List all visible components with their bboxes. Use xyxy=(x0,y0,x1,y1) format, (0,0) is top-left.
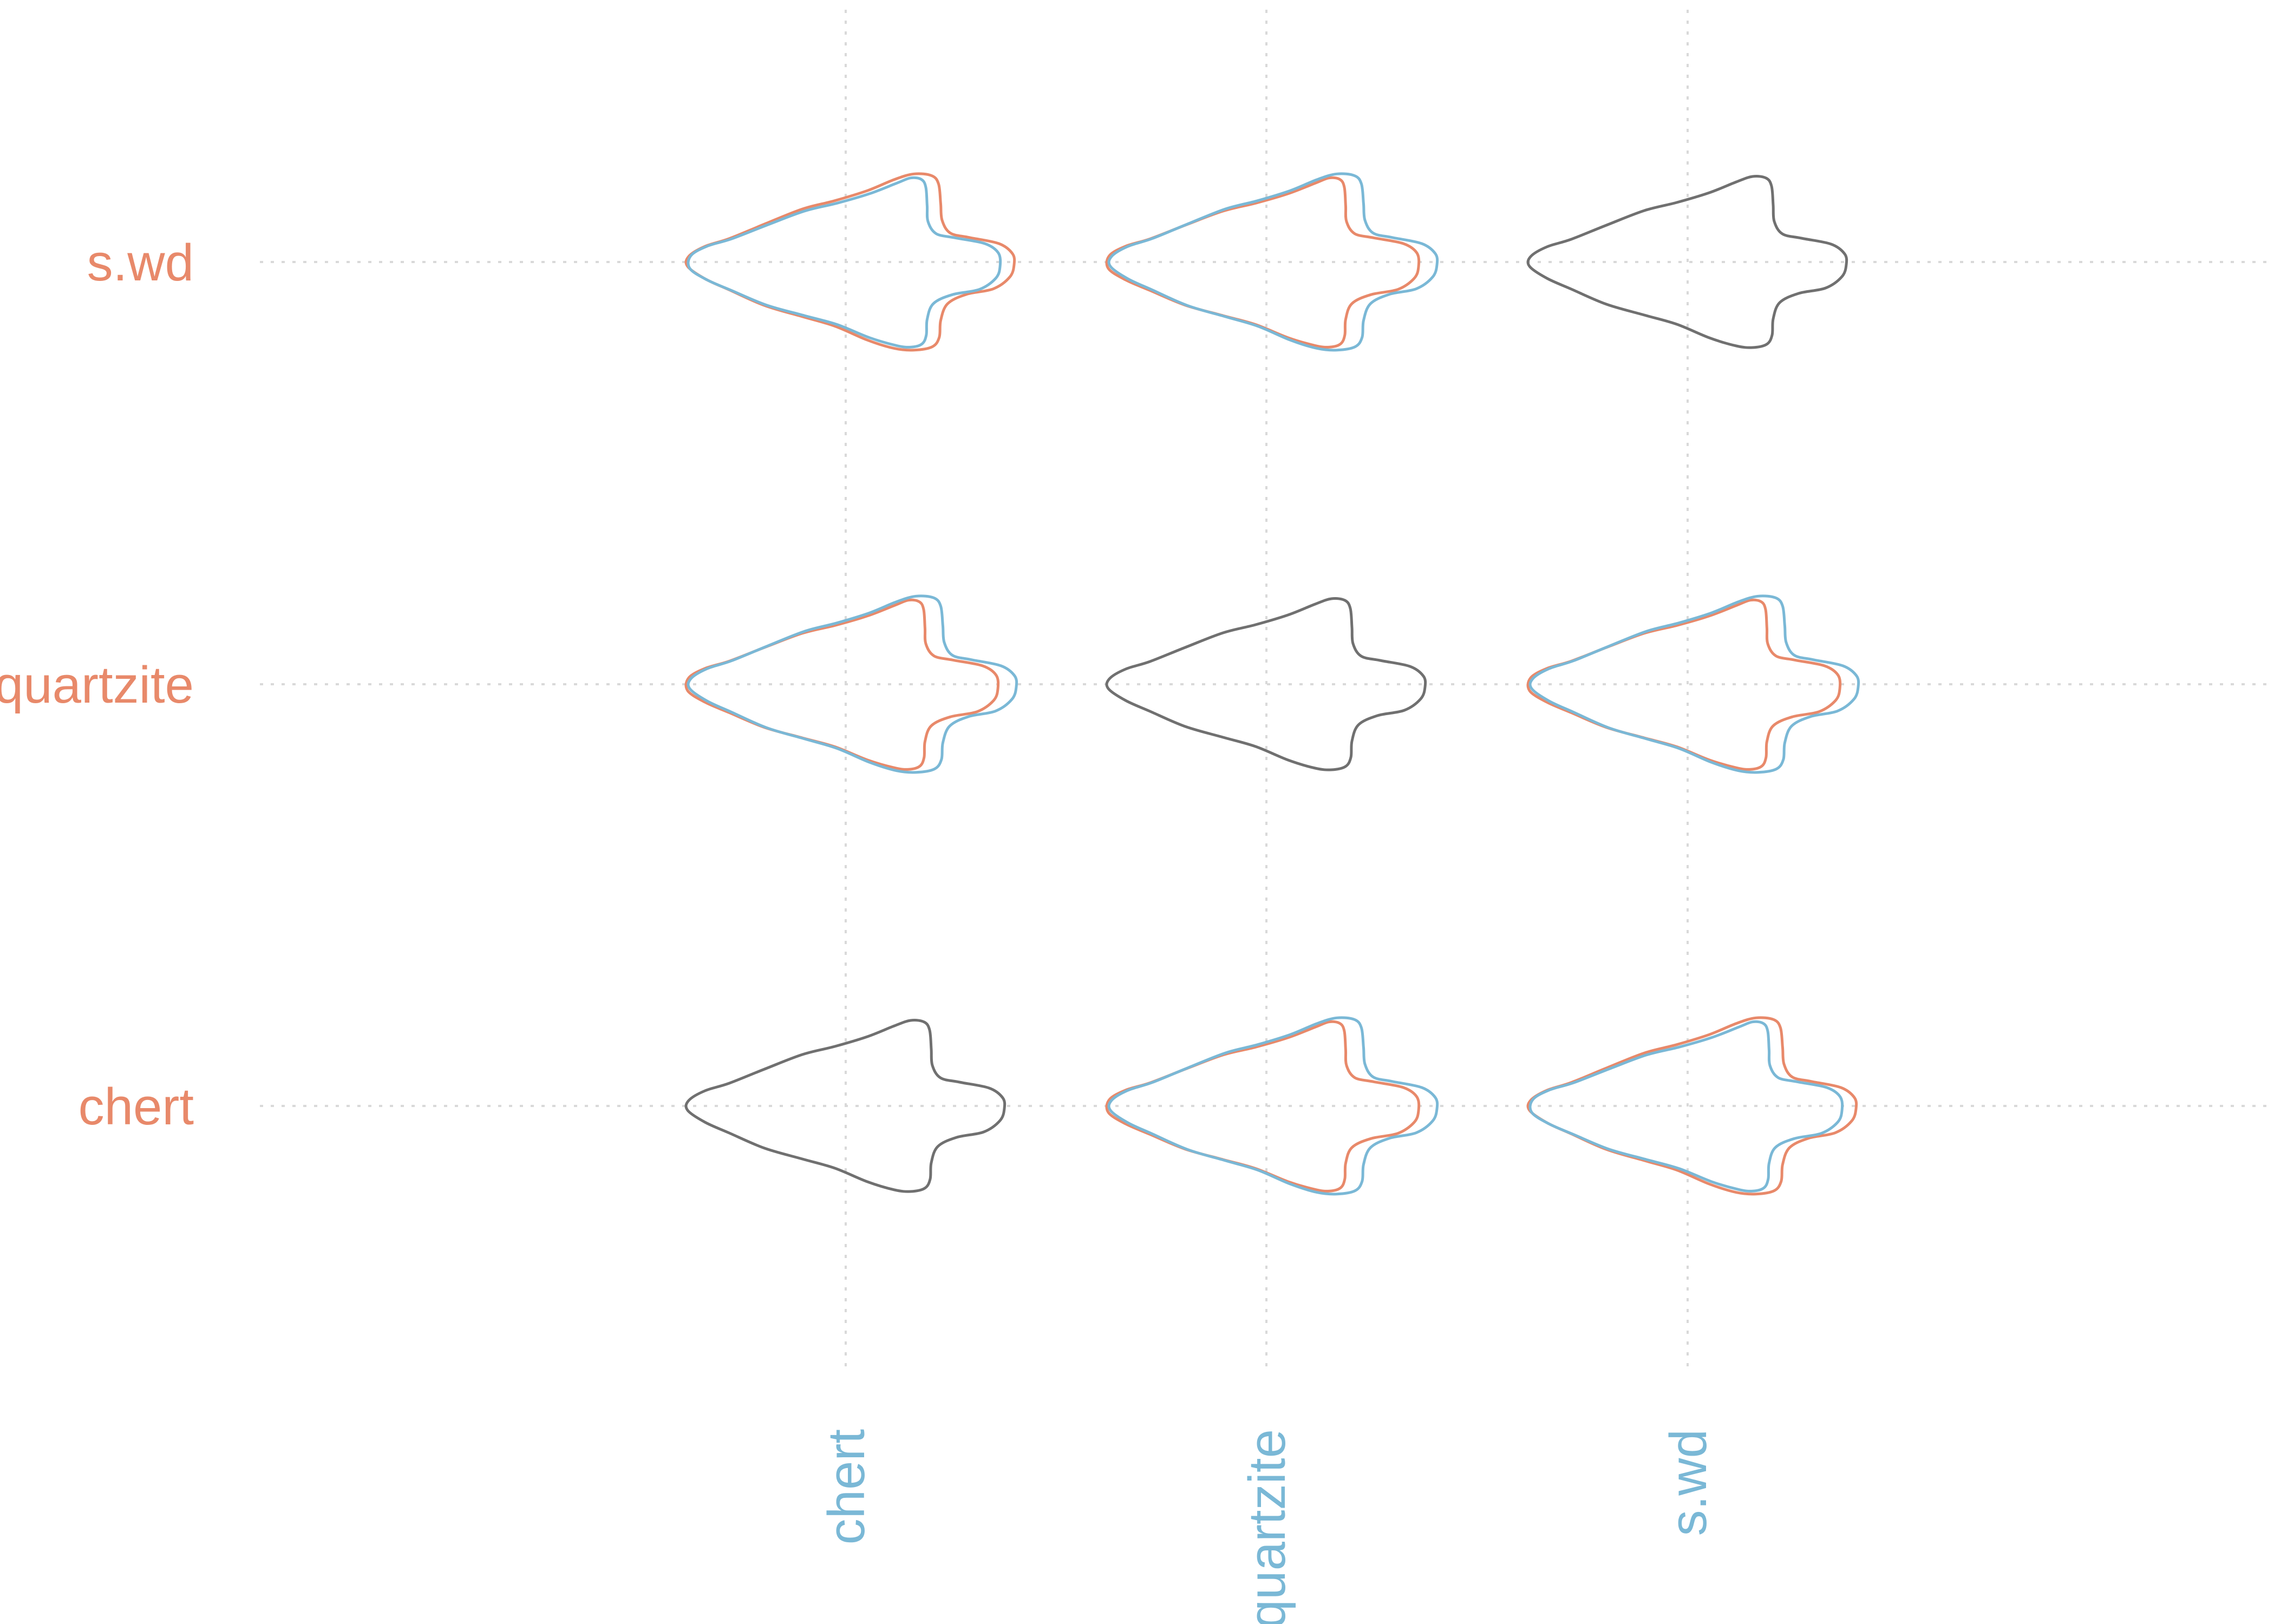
cell-s-wd-vs-chert-row-outline xyxy=(684,172,1016,352)
column-label-chert: chert xyxy=(818,1429,875,1544)
cell-s-wd-vs-quartzite-row-outline xyxy=(1105,176,1421,349)
cell-s-wd-vs-s-wd-mean-outline xyxy=(1526,175,1848,349)
cell-chert-vs-chert-mean-outline xyxy=(684,1019,1007,1193)
cell-chert-vs-s-wd-row-outline xyxy=(1526,1016,1858,1196)
cell-quartzite-vs-quartzite-mean-outline xyxy=(1105,597,1427,771)
cell-quartzite-vs-s-wd xyxy=(1526,594,1860,774)
cell-quartzite-vs-chert-column-outline xyxy=(687,594,1018,774)
cell-quartzite-vs-chert xyxy=(684,594,1018,774)
cell-quartzite-vs-s-wd-row-outline xyxy=(1526,598,1842,771)
cell-chert-vs-s-wd-column-outline xyxy=(1528,1020,1844,1193)
column-label-quartzite: quartzite xyxy=(1238,1429,1296,1624)
cell-s-wd-vs-s-wd xyxy=(1526,175,1848,349)
grid-layer xyxy=(260,10,2271,1367)
row-label-chert: chert xyxy=(79,1078,194,1136)
label-layer: s.wd quartzite chert chert quartzite s.wd xyxy=(0,234,1717,1624)
cell-chert-vs-quartzite xyxy=(1105,1016,1439,1196)
cell-chert-vs-quartzite-column-outline xyxy=(1107,1016,1439,1196)
cell-chert-vs-chert xyxy=(684,1019,1007,1193)
cell-chert-vs-s-wd xyxy=(1526,1016,1858,1196)
cell-s-wd-vs-chert xyxy=(684,172,1016,352)
cell-s-wd-vs-quartzite xyxy=(1105,172,1439,352)
column-label-s-wd: s.wd xyxy=(1659,1429,1717,1536)
shape-layer xyxy=(684,172,1860,1196)
cell-chert-vs-quartzite-row-outline xyxy=(1105,1020,1421,1193)
cell-s-wd-vs-chert-column-outline xyxy=(687,176,1002,349)
cell-s-wd-vs-quartzite-column-outline xyxy=(1107,172,1439,352)
cell-quartzite-vs-s-wd-column-outline xyxy=(1528,594,1860,774)
row-label-s-wd: s.wd xyxy=(87,234,194,292)
row-label-quartzite: quartzite xyxy=(0,656,194,714)
cell-quartzite-vs-chert-row-outline xyxy=(684,598,1000,771)
cell-quartzite-vs-quartzite xyxy=(1105,597,1427,771)
